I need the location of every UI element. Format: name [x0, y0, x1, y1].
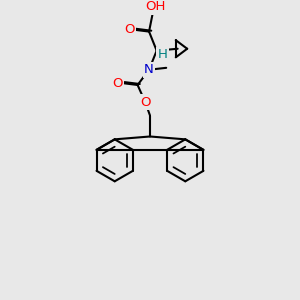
Text: OH: OH	[146, 0, 166, 13]
Text: N: N	[144, 63, 154, 76]
Text: H: H	[158, 48, 167, 61]
Text: O: O	[112, 76, 123, 90]
Text: H: H	[158, 48, 167, 61]
Text: N: N	[144, 63, 154, 76]
Text: O: O	[112, 76, 123, 90]
Text: O: O	[140, 96, 151, 109]
Text: OH: OH	[146, 0, 166, 13]
Text: O: O	[124, 23, 134, 36]
Text: O: O	[124, 23, 134, 36]
Text: O: O	[140, 96, 151, 109]
